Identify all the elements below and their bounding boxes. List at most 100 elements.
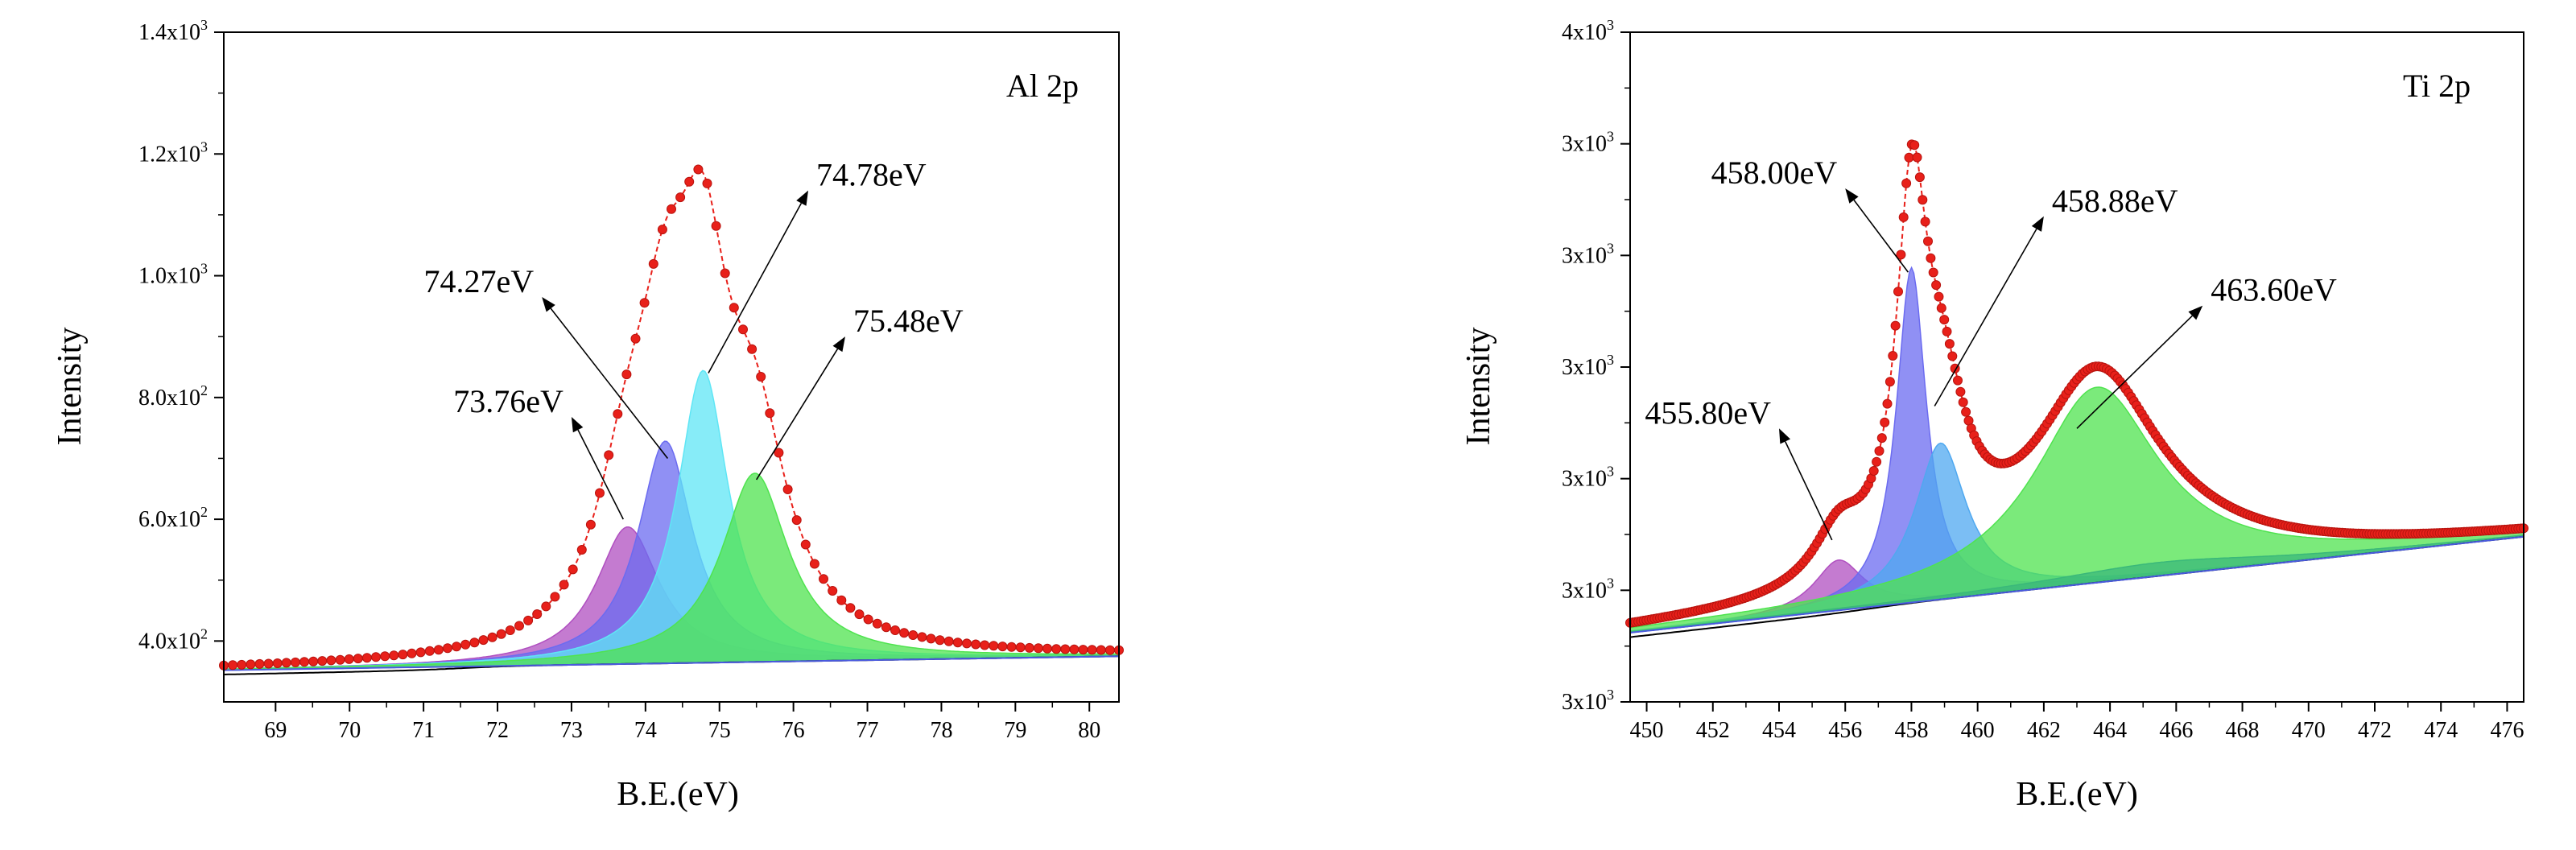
envelope-dot — [1958, 397, 1968, 407]
al-2p-envelope-dots — [219, 164, 1124, 671]
envelope-dot — [389, 650, 399, 661]
envelope-dot — [1876, 433, 1887, 444]
peak-label: 455.80eV — [1645, 394, 1771, 431]
envelope-dot — [1934, 291, 1944, 302]
x-tick-label: 476 — [2490, 718, 2524, 743]
envelope-dot — [496, 629, 506, 639]
y-tick-label: 4x103 — [1562, 17, 1614, 45]
envelope-dot — [1955, 386, 1966, 397]
envelope-dot — [747, 344, 758, 354]
annotation-arrow-head — [2188, 305, 2203, 320]
envelope-dot — [228, 660, 238, 671]
y-tick-label: 3x103 — [1562, 687, 1614, 715]
envelope-dot — [872, 618, 882, 629]
component-fill-2 — [223, 369, 1120, 671]
al-2p-x-axis-title: B.E.(eV) — [617, 776, 739, 813]
y-tick-label: 3x103 — [1562, 464, 1614, 492]
y-tick-label: 1.4x103 — [138, 17, 208, 45]
envelope-dot — [344, 654, 354, 664]
envelope-dot — [828, 586, 838, 596]
ti-2p-component-fills — [1629, 266, 2524, 633]
ti-2p-axes: 450 452 454 456 458 460 462 464 466 468 470 472 474 4… — [1562, 17, 2524, 743]
x-tick-label: 75 — [708, 718, 731, 743]
envelope-dot — [819, 574, 828, 584]
envelope-dot — [1060, 644, 1071, 654]
envelope-dot — [505, 625, 515, 635]
envelope-dot — [1928, 267, 1938, 278]
envelope-dot — [756, 372, 766, 382]
background-line — [1629, 535, 2524, 634]
ti-2p-y-axis-title: Intensity — [1460, 328, 1497, 446]
envelope-dot — [980, 640, 990, 650]
envelope-dot — [1069, 644, 1080, 654]
al-2p-y-axis-title: Intensity — [52, 328, 89, 446]
envelope-dot — [1087, 645, 1097, 655]
x-tick-label: 468 — [2226, 718, 2260, 743]
envelope-dot — [943, 636, 954, 646]
envelope-dot — [729, 303, 739, 313]
envelope-dot — [613, 409, 623, 419]
envelope-dot — [254, 658, 265, 669]
y-tick-label: 1.0x103 — [138, 261, 208, 289]
annotation-arrow-line — [550, 307, 669, 459]
envelope-dot — [800, 539, 811, 550]
x-tick-label: 77 — [857, 718, 879, 743]
y-tick-label: 3x103 — [1562, 240, 1614, 268]
x-tick-label: 460 — [1961, 718, 1995, 743]
annotation-arrow-line — [2076, 315, 2193, 429]
envelope-dot — [1868, 466, 1879, 476]
x-tick-label: 472 — [2358, 718, 2392, 743]
envelope-dot — [263, 658, 274, 669]
peak-label: 75.48eV — [853, 303, 964, 339]
envelope-dot — [1961, 406, 1971, 417]
envelope-dot — [1939, 315, 1950, 325]
envelope-dot — [684, 176, 695, 187]
x-tick-label: 458 — [1894, 718, 1928, 743]
envelope-dot — [353, 654, 363, 664]
y-tick-label: 6.0x102 — [138, 504, 208, 532]
envelope-dot — [568, 564, 578, 575]
x-tick-label: 470 — [2292, 718, 2326, 743]
peak-label: 74.78eV — [816, 157, 927, 193]
envelope-dot — [1893, 287, 1903, 297]
envelope-dot — [926, 633, 936, 644]
envelope-dot — [1936, 303, 1946, 313]
al-2p-component-fills — [223, 369, 1120, 671]
y-tick-label: 3x103 — [1562, 352, 1614, 380]
envelope-dot — [809, 559, 819, 569]
envelope-dot — [1885, 377, 1895, 387]
envelope-dot — [460, 639, 471, 650]
al-2p-annotation-arrows: 73.76eV 74.27eV 74.78eV 75.48eV — [424, 157, 964, 520]
envelope-dot — [1918, 195, 1928, 205]
envelope-dot — [667, 204, 676, 214]
envelope-dot — [890, 625, 900, 635]
peak-label: 458.00eV — [1711, 155, 1838, 191]
x-tick-label: 462 — [2027, 718, 2061, 743]
envelope-dot — [1944, 339, 1955, 349]
annotation-arrow-line — [577, 429, 624, 520]
envelope-dot — [1024, 642, 1034, 653]
envelope-dot — [1901, 178, 1912, 188]
envelope-dot — [1942, 326, 1952, 336]
envelope-dot — [657, 225, 667, 235]
envelope-dot — [630, 333, 641, 344]
envelope-dot — [1033, 643, 1043, 654]
al-2p-panel: 73.76eV 74.27eV 74.78eV 75.48eV 69 70 71 72 73 7… — [52, 17, 1124, 813]
x-tick-label: 70 — [338, 718, 361, 743]
envelope-dot — [1880, 417, 1890, 427]
ti-2p-corner-label: Ti 2p — [2403, 68, 2471, 104]
envelope-dot — [1882, 398, 1893, 409]
x-tick-label: 474 — [2424, 718, 2458, 743]
envelope-dot — [469, 638, 480, 648]
envelope-dot — [1872, 456, 1882, 467]
envelope-dot — [1912, 152, 1922, 163]
envelope-dot — [675, 192, 686, 203]
x-tick-label: 73 — [560, 718, 583, 743]
x-tick-label: 79 — [1004, 718, 1026, 743]
envelope-dot — [523, 615, 534, 625]
ti-2p-annotation-arrows: 455.80eV 458.00eV 458.88eV 463.60eV — [1645, 155, 2337, 541]
plot-frame — [223, 31, 1120, 703]
envelope-dot — [1896, 250, 1906, 260]
